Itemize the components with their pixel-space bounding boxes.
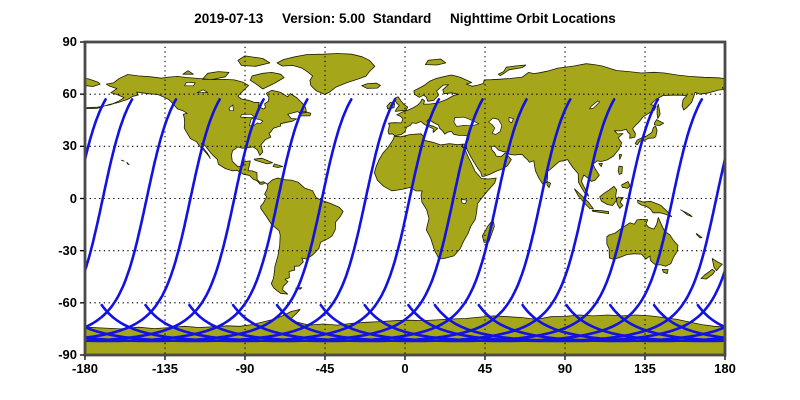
x-axis-label: 90 bbox=[557, 361, 573, 376]
y-axis-label: 90 bbox=[62, 34, 77, 49]
x-axis-label: 0 bbox=[401, 361, 409, 376]
plot-frame bbox=[83, 40, 727, 357]
x-axis-label: -45 bbox=[315, 361, 335, 376]
x-axis-label: -180 bbox=[71, 361, 99, 376]
orbit-track bbox=[786, 99, 800, 341]
orbit-track bbox=[407, 153, 725, 343]
orbit-track bbox=[85, 98, 178, 329]
y-axis-label: 60 bbox=[62, 86, 77, 102]
axis-ticks bbox=[80, 41, 726, 360]
x-axis-label: 180 bbox=[714, 361, 736, 376]
y-axis-label: 30 bbox=[62, 138, 77, 154]
orbit-track bbox=[0, 99, 18, 341]
orbit-tracks bbox=[0, 98, 800, 343]
x-axis-label: -135 bbox=[151, 361, 179, 376]
orbit-track bbox=[652, 303, 725, 339]
y-axis-label: -60 bbox=[58, 294, 77, 310]
orbit-track bbox=[85, 98, 134, 275]
y-axis-label: -90 bbox=[58, 347, 77, 362]
orbit-track bbox=[85, 98, 265, 343]
x-axis-label: -90 bbox=[235, 361, 255, 376]
orbit-track bbox=[696, 303, 725, 329]
y-axis-label: 0 bbox=[69, 190, 77, 206]
land-layer bbox=[85, 53, 725, 355]
y-axis-label: -30 bbox=[58, 242, 77, 258]
land-layer bbox=[724, 326, 725, 355]
x-axis-label: 135 bbox=[634, 361, 656, 376]
map-area bbox=[0, 42, 800, 355]
x-axis-label: 45 bbox=[477, 361, 493, 376]
gridlines bbox=[85, 42, 725, 355]
orbit-track bbox=[742, 99, 800, 341]
orbit-track bbox=[85, 98, 107, 165]
orbit-track bbox=[85, 98, 221, 340]
plot-title: 2019-07-13 Version: 5.00 Standard Nightt… bbox=[194, 11, 616, 26]
